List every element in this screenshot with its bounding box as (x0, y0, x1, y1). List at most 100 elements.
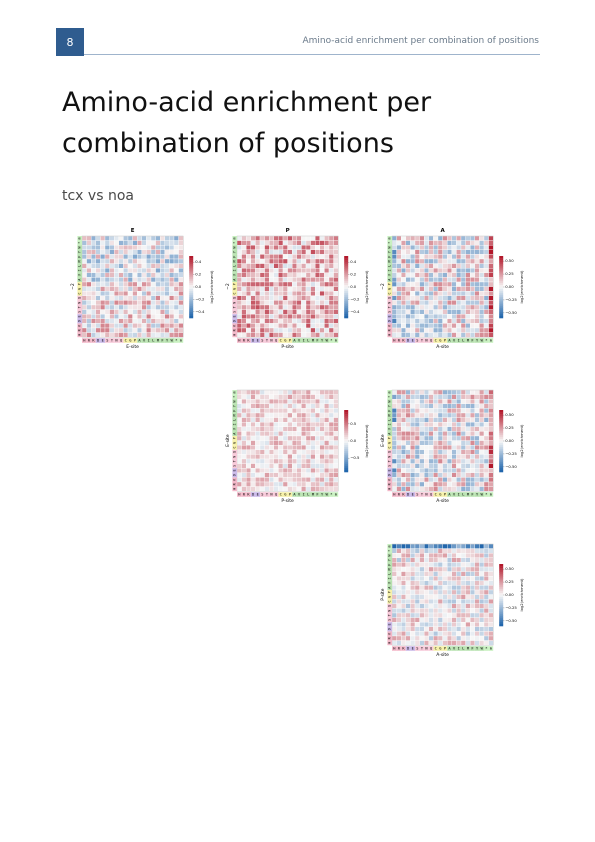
colorbar-label: log2(enrichment) (519, 424, 524, 457)
y-tick-bg (387, 636, 392, 641)
colorbar-tick-label: 0.0 (195, 284, 202, 289)
heatmap-cell (451, 389, 457, 395)
heatmap-cell (305, 295, 311, 301)
heatmap-cell (401, 543, 406, 549)
heatmap-cell (488, 291, 494, 296)
heatmap-cell (410, 314, 416, 319)
y-tick-label: Y (388, 559, 392, 561)
heatmap-cell (292, 258, 297, 264)
heatmap-cell (141, 286, 147, 292)
heatmap-cell (328, 454, 334, 460)
heatmap-cell (405, 422, 411, 427)
heatmap-cell (255, 440, 261, 446)
heatmap-cell (264, 408, 270, 414)
heatmap-cell (391, 454, 397, 460)
y-tick-label: Y (388, 405, 392, 407)
heatmap-cell (428, 589, 434, 595)
heatmap-cell (255, 309, 261, 315)
heatmap-cell (442, 258, 448, 264)
x-tick-bg (415, 646, 420, 651)
y-tick-bg (232, 245, 237, 250)
heatmap-cell (164, 235, 170, 241)
heatmap-cell (391, 422, 397, 427)
heatmap-cell (447, 548, 452, 554)
x-tick-bg (132, 338, 138, 343)
heatmap-cell (419, 327, 425, 333)
heatmap-cell (278, 486, 284, 492)
heatmap-cell (433, 235, 439, 241)
y-tick-label: S (233, 465, 237, 467)
heatmap-cell (269, 314, 274, 319)
heatmap-cell (460, 440, 466, 446)
heatmap-cell (419, 277, 425, 283)
heatmap-cell (474, 254, 480, 260)
y-tick-bg (387, 272, 392, 278)
y-tick-bg (232, 305, 237, 310)
heatmap-cell (305, 449, 311, 455)
heatmap-cell (146, 327, 152, 333)
heatmap-cell (424, 309, 429, 315)
heatmap-cell (173, 235, 179, 241)
heatmap-cell (460, 576, 466, 581)
heatmap-cell (333, 399, 339, 404)
heatmap-cell (132, 240, 138, 246)
heatmap-cell (428, 477, 434, 483)
heatmap-cell (419, 309, 425, 315)
x-tick-label: Q (120, 339, 122, 343)
colorbar-segment (499, 297, 504, 300)
y-tick-bg (232, 277, 237, 282)
heatmap-cell (405, 314, 411, 319)
colorbar-segment (499, 412, 504, 415)
heatmap-cell (474, 585, 480, 591)
heatmap-cell (483, 422, 489, 427)
heatmap-cell (169, 245, 175, 250)
x-tick-bg (269, 338, 274, 343)
heatmap-cell (178, 295, 184, 301)
heatmap-cell (264, 286, 270, 292)
heatmap-cell (246, 408, 251, 414)
heatmap-cell (81, 332, 87, 338)
heatmap-cell (315, 286, 320, 292)
heatmap-cell (287, 281, 293, 287)
heatmap-cell (451, 562, 457, 568)
heatmap-cell (410, 240, 416, 246)
heatmap-cell (155, 318, 161, 324)
heatmap-cell (419, 626, 425, 632)
heatmap-cell (410, 454, 416, 460)
heatmap-cell (424, 394, 429, 400)
heatmap-cell (414, 254, 420, 260)
y-tick-bg (387, 291, 392, 296)
y-tick-bg (387, 314, 392, 319)
heatmap-cell (433, 543, 439, 549)
heatmap-cell (319, 318, 325, 324)
heatmap-cell (301, 454, 307, 460)
heatmap-cell (278, 268, 284, 273)
y-tick-bg (232, 449, 237, 455)
heatmap-cell (405, 268, 411, 273)
heatmap-cell (465, 599, 471, 604)
heatmap-cell (259, 245, 265, 250)
heatmap-cell (405, 318, 411, 324)
heatmap-cell (141, 258, 147, 264)
heatmap-cell (419, 463, 425, 469)
heatmap-cell (479, 277, 485, 283)
heatmap-cell (470, 286, 475, 292)
heatmap-cell (460, 399, 466, 404)
heatmap-cell (319, 458, 325, 464)
heatmap-cell (255, 235, 261, 241)
heatmap-cell (305, 272, 311, 278)
heatmap-cell (470, 622, 475, 627)
heatmap-cell (236, 440, 242, 446)
heatmap-cell (278, 281, 284, 287)
heatmap-cell (127, 332, 133, 338)
x-tick-label: S (416, 647, 418, 651)
heatmap-cell (465, 566, 471, 572)
x-tick-bg (255, 492, 260, 497)
colorbar-segment (499, 623, 504, 627)
x-tick-label: V (453, 339, 456, 343)
heatmap-cell (456, 403, 462, 409)
heatmap-cell (437, 557, 443, 563)
y-tick-label: G (233, 288, 237, 290)
heatmap-cell (255, 472, 261, 478)
heatmap-cell (273, 454, 279, 460)
